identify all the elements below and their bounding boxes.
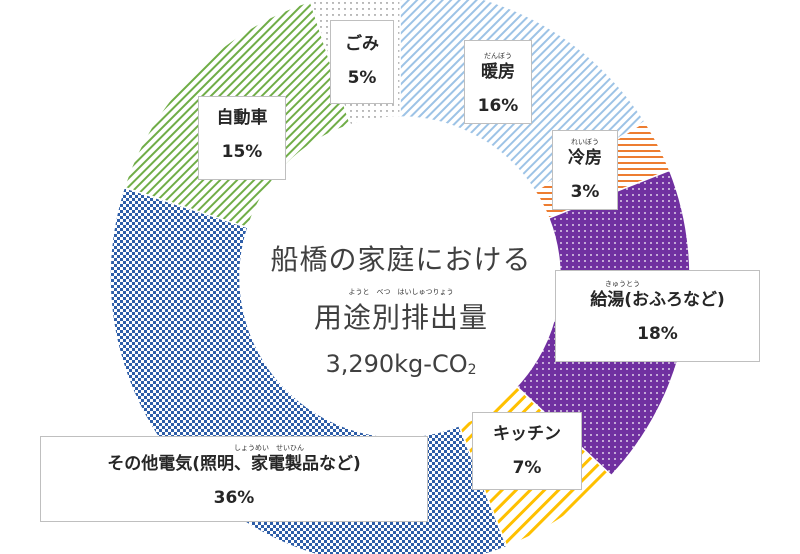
ruby-heating: だんぼう: [484, 52, 512, 60]
ruby-other-electric: しょうめい せいひん: [234, 444, 304, 452]
ruby-hot-water: きゅうとう: [605, 280, 640, 288]
label-car-value: 15%: [221, 141, 263, 162]
chart-title-ruby: ようと べつ はいしゅつりょう: [348, 288, 454, 296]
label-other-electric: しょうめい せいひんその他電気(照明、家電製品など) 36%: [40, 436, 428, 522]
label-heating-value: 16%: [477, 95, 519, 116]
label-car: 自動車 15%: [198, 96, 286, 180]
label-heating: だんぼう暖房 16%: [464, 40, 532, 124]
label-kitchen-name: キッチン: [493, 424, 561, 444]
label-hot-water-value: 18%: [637, 323, 678, 344]
label-cooling-value: 3%: [570, 181, 600, 202]
label-heating-name: 暖房: [481, 62, 515, 82]
chart-total-subscript: 2: [467, 362, 477, 378]
label-other-electric-name: その他電気(照明、家電製品など): [107, 454, 361, 474]
label-other-electric-value: 36%: [213, 487, 255, 508]
label-cooling: れいぼう冷房 3%: [552, 130, 618, 210]
label-kitchen-value: 7%: [512, 457, 542, 478]
label-garbage-name: ごみ: [345, 34, 379, 54]
label-hot-water-name: 給湯(おふろなど): [590, 290, 725, 310]
chart-total-value: 3,290kg-CO: [325, 350, 468, 378]
chart-title-line2: 用途別排出量: [313, 301, 488, 334]
label-garbage-value: 5%: [347, 67, 377, 88]
label-car-name: 自動車: [216, 108, 268, 128]
label-kitchen: キッチン 7%: [472, 412, 582, 490]
label-hot-water: きゅうとう給湯(おふろなど) 18%: [555, 270, 760, 362]
chart-title-line1: 船橋の家庭における: [270, 243, 532, 276]
label-cooling-name: 冷房: [568, 148, 602, 168]
chart-total: 3,290kg-CO2: [236, 350, 566, 378]
ruby-cooling: れいぼう: [571, 138, 599, 146]
label-garbage: ごみ 5%: [330, 20, 394, 104]
